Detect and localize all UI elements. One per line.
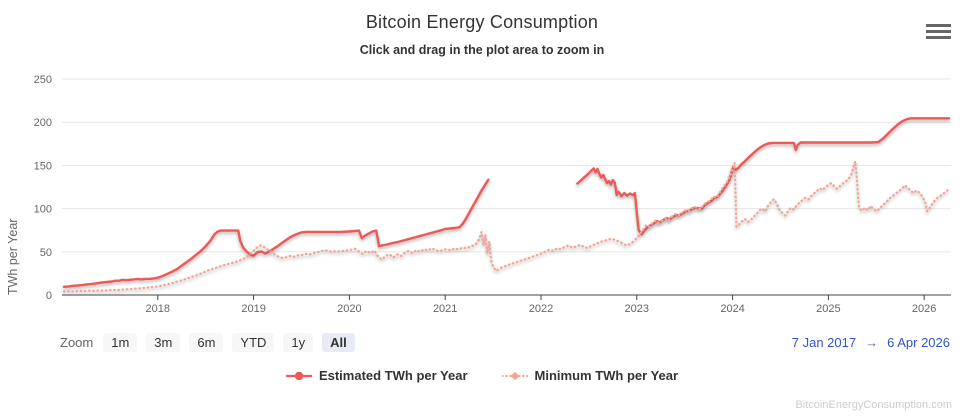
range-button-all[interactable]: All: [322, 332, 355, 352]
arrow-right-icon: →: [865, 334, 879, 350]
range-button-6m[interactable]: 6m: [189, 332, 224, 352]
series-minimum-line[interactable]: [62, 160, 951, 293]
watermark-credit: BitcoinEnergyConsumption.com: [795, 399, 952, 411]
x-tick-label: 2020: [337, 303, 361, 315]
y-tick-label: 0: [46, 290, 52, 302]
range-button-1y[interactable]: 1y: [283, 332, 314, 352]
range-date-to[interactable]: 6 Apr 2026: [887, 334, 950, 350]
x-tick-label: 2023: [625, 303, 649, 315]
range-buttons: 1m 3m 6m YTD 1y All: [103, 332, 364, 352]
y-tick-label: 150: [34, 160, 52, 172]
hamburger-icon: [925, 35, 951, 39]
legend-item-estimated[interactable]: Estimated TWh per Year: [285, 368, 468, 383]
x-tick-label: 2024: [720, 303, 744, 315]
range-selector: Zoom 1m 3m 6m YTD 1y All 7 Jan 2017 → 6 Apr 2…: [60, 331, 950, 353]
y-tick-label: 200: [34, 117, 52, 129]
chart-subtitle: Click and drag in the plot area to zoom …: [359, 43, 605, 57]
range-dates: 7 Jan 2017 → 6 Apr 2026: [792, 335, 950, 350]
x-tick-label: 2018: [146, 303, 170, 315]
y-tick-label: 250: [34, 74, 52, 86]
x-tick-label: 2022: [529, 303, 553, 315]
diamond-line-marker-icon: [501, 371, 528, 380]
range-button-3m[interactable]: 3m: [146, 332, 181, 352]
legend-label: Estimated TWh per Year: [318, 368, 468, 383]
series-estimated-line[interactable]: [576, 117, 951, 236]
hamburger-icon: [925, 23, 951, 27]
x-tick-label: 2019: [241, 303, 265, 315]
y-tick-label: 50: [40, 247, 52, 259]
context-menu-button[interactable]: [924, 20, 952, 42]
circle-line-marker-icon: [285, 371, 312, 380]
legend-label: Minimum TWh per Year: [534, 368, 679, 383]
legend: Estimated TWh per Year Minimum TWh per Ye…: [0, 368, 964, 383]
hamburger-icon: [925, 29, 951, 33]
plot-area[interactable]: 0 50 100 150 200 250 2018 2019 2020 2021 2022 2023 2…: [0, 0, 964, 330]
zoom-label: Zoom: [60, 334, 94, 350]
range-button-1m[interactable]: 1m: [103, 332, 138, 352]
x-tick-label: 2025: [816, 303, 840, 315]
legend-item-minimum[interactable]: Minimum TWh per Year: [501, 368, 679, 383]
x-tick-label: 2026: [912, 303, 936, 315]
series-estimated-line[interactable]: [62, 178, 490, 288]
chart-title: Bitcoin Energy Consumption: [365, 12, 599, 32]
y-tick-label: 100: [34, 204, 52, 216]
x-tick-label: 2021: [433, 303, 457, 315]
range-date-from[interactable]: 7 Jan 2017: [791, 334, 857, 350]
range-button-ytd[interactable]: YTD: [232, 332, 275, 352]
